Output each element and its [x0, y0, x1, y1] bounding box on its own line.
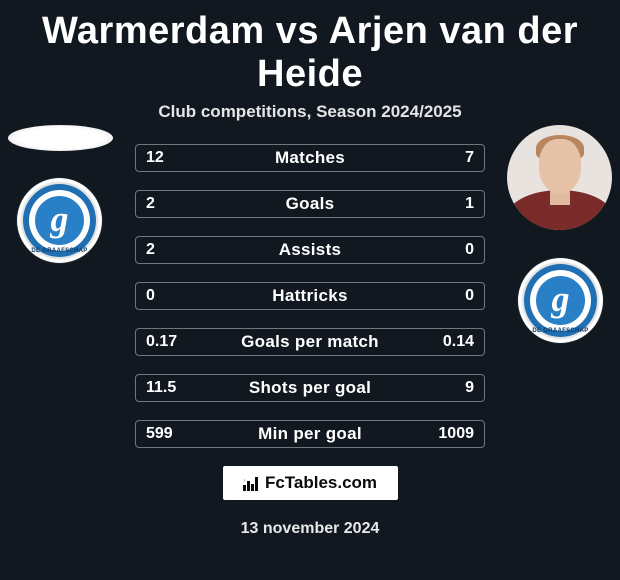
stat-label: Goals — [286, 194, 335, 214]
club-label: DE GRAAFSCHAP — [518, 328, 603, 334]
player-right-avatar — [507, 125, 612, 230]
stat-row: 0.17 Goals per match 0.14 — [135, 328, 485, 356]
stat-label: Min per goal — [258, 424, 362, 444]
club-label: DE GRAAFSCHAP — [17, 248, 102, 254]
club-initial: g — [51, 201, 69, 237]
stat-row: 2 Assists 0 — [135, 236, 485, 264]
stat-label: Hattricks — [272, 286, 347, 306]
stat-label: Shots per goal — [249, 378, 371, 398]
stat-right-value: 7 — [465, 149, 474, 167]
brand-badge: FcTables.com — [223, 466, 398, 500]
stats-table: 12 Matches 7 2 Goals 1 2 Assists 0 0 Hat… — [135, 144, 485, 448]
stat-row: 11.5 Shots per goal 9 — [135, 374, 485, 402]
stat-row: 2 Goals 1 — [135, 190, 485, 218]
stat-left-value: 0.17 — [146, 333, 177, 351]
stat-right-value: 0.14 — [443, 333, 474, 351]
stat-right-value: 0 — [465, 287, 474, 305]
stat-right-value: 0 — [465, 241, 474, 259]
stat-right-value: 1009 — [438, 425, 474, 443]
brand-label: FcTables.com — [265, 473, 377, 493]
stat-left-value: 2 — [146, 241, 155, 259]
stat-left-value: 11.5 — [146, 379, 176, 397]
stat-label: Assists — [279, 240, 342, 260]
brand-chart-icon — [243, 475, 261, 491]
stat-left-value: 2 — [146, 195, 155, 213]
stat-row: 599 Min per goal 1009 — [135, 420, 485, 448]
stat-right-value: 9 — [465, 379, 474, 397]
club-initial: g — [552, 281, 570, 317]
player-left-avatar — [8, 125, 113, 151]
stat-right-value: 1 — [465, 195, 474, 213]
player-left-club-badge: g DE GRAAFSCHAP — [17, 178, 102, 263]
player-right-club-badge: g DE GRAAFSCHAP — [518, 258, 603, 343]
stat-row: 12 Matches 7 — [135, 144, 485, 172]
stat-row: 0 Hattricks 0 — [135, 282, 485, 310]
stat-left-value: 0 — [146, 287, 155, 305]
page-date: 13 november 2024 — [0, 520, 620, 538]
page-title: Warmerdam vs Arjen van der Heide — [0, 0, 620, 102]
stat-label: Matches — [275, 148, 345, 168]
stat-label: Goals per match — [241, 332, 379, 352]
stat-left-value: 12 — [146, 149, 164, 167]
stat-left-value: 599 — [146, 425, 173, 443]
